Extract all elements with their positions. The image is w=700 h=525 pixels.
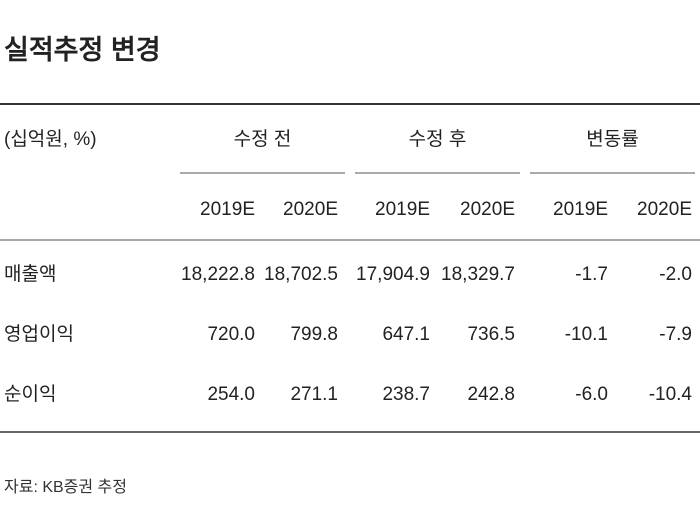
cell: -7.9 xyxy=(659,324,692,345)
cell: 736.5 xyxy=(467,324,515,345)
row-label: 순이익 xyxy=(4,383,56,405)
row-label: 매출액 xyxy=(4,263,56,285)
cell: 271.1 xyxy=(290,384,338,405)
group-header: 수정 전 xyxy=(234,128,292,150)
cell: 17,904.9 xyxy=(356,264,430,285)
cell: -10.1 xyxy=(565,324,608,345)
row-label: 영업이익 xyxy=(4,323,74,345)
cell: -1.7 xyxy=(575,264,608,285)
group-header: 수정 후 xyxy=(409,128,467,150)
year-header: 2019E xyxy=(375,199,430,220)
cell: -2.0 xyxy=(659,264,692,285)
source: 자료: KB증권 추정 xyxy=(4,478,127,496)
cell: 238.7 xyxy=(382,384,430,405)
cell: 242.8 xyxy=(467,384,515,405)
group-header: 변동률 xyxy=(586,128,638,150)
year-header: 2019E xyxy=(553,199,608,220)
cell: 254.0 xyxy=(207,384,255,405)
cell: 799.8 xyxy=(290,324,338,345)
cell: 18,702.5 xyxy=(264,264,338,285)
year-header: 2020E xyxy=(460,199,515,220)
cell: 18,222.8 xyxy=(181,264,255,285)
title: 실적추정 변경 xyxy=(4,35,161,65)
cell: 720.0 xyxy=(207,324,255,345)
unit: (십억원, %) xyxy=(4,128,97,150)
year-header: 2020E xyxy=(283,199,338,220)
year-header: 2020E xyxy=(637,199,692,220)
year-header: 2019E xyxy=(200,199,255,220)
cell: -6.0 xyxy=(575,384,608,405)
cell: 18,329.7 xyxy=(441,264,515,285)
cell: -10.4 xyxy=(649,384,693,405)
cell: 647.1 xyxy=(382,324,430,345)
